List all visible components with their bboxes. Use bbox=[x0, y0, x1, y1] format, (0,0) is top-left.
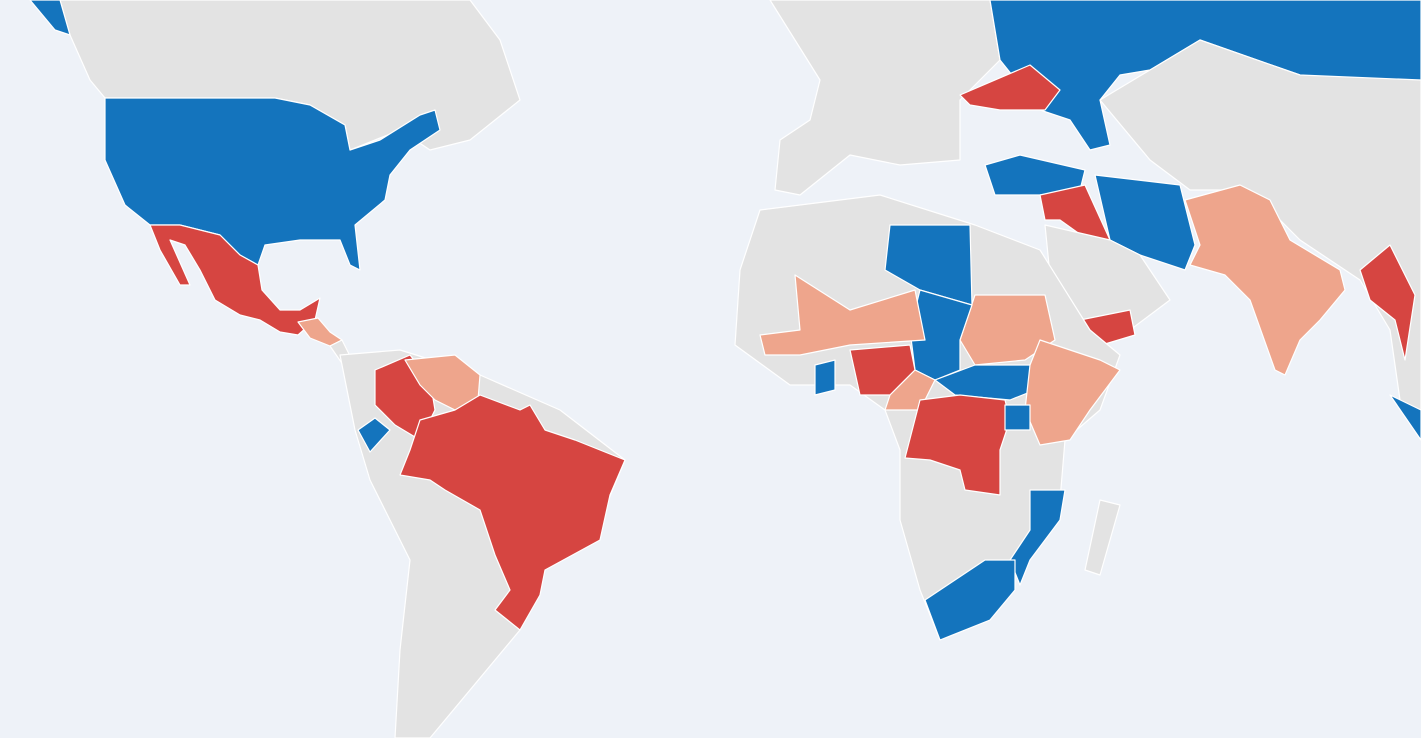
mexico bbox=[149, 224, 321, 336]
ecuador bbox=[357, 417, 391, 453]
south-asia bbox=[1184, 184, 1346, 376]
brazil bbox=[399, 394, 626, 631]
myanmar bbox=[1359, 244, 1416, 361]
south-africa bbox=[924, 559, 1016, 641]
mozambique bbox=[1009, 489, 1066, 586]
alaska bbox=[29, 0, 71, 36]
ukraine bbox=[959, 64, 1061, 111]
madagascar bbox=[1084, 499, 1121, 576]
sahel bbox=[759, 274, 926, 356]
ghana bbox=[814, 359, 836, 396]
asia bbox=[1099, 39, 1421, 421]
dr-congo bbox=[904, 394, 1011, 496]
ethiopia-somalia bbox=[1024, 339, 1121, 446]
southeast-asia bbox=[1389, 394, 1421, 441]
uganda bbox=[1004, 404, 1031, 431]
